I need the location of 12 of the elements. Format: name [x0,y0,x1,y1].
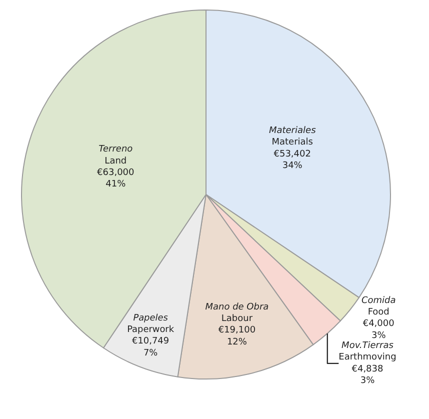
slice-label: Materiales Materials [268,126,316,148]
data-label: €4,838 3% [352,364,384,386]
data-label: €63,000 41% [97,168,135,190]
data-label: €53,402 34% [274,149,311,172]
slice-label: Mov.Tierras Earthmoving [338,340,396,363]
data-label: €19,100 12% [218,326,256,348]
slice-label: Mano de Obra Labour [205,302,269,324]
slice-label: Terreno Land [98,144,134,166]
slice-label: Papeles Paperwork [127,313,175,336]
data-label: €10,749 7% [132,336,170,358]
data-label: €4,000 3% [362,319,395,341]
slice-label: Comida Food [361,296,396,318]
